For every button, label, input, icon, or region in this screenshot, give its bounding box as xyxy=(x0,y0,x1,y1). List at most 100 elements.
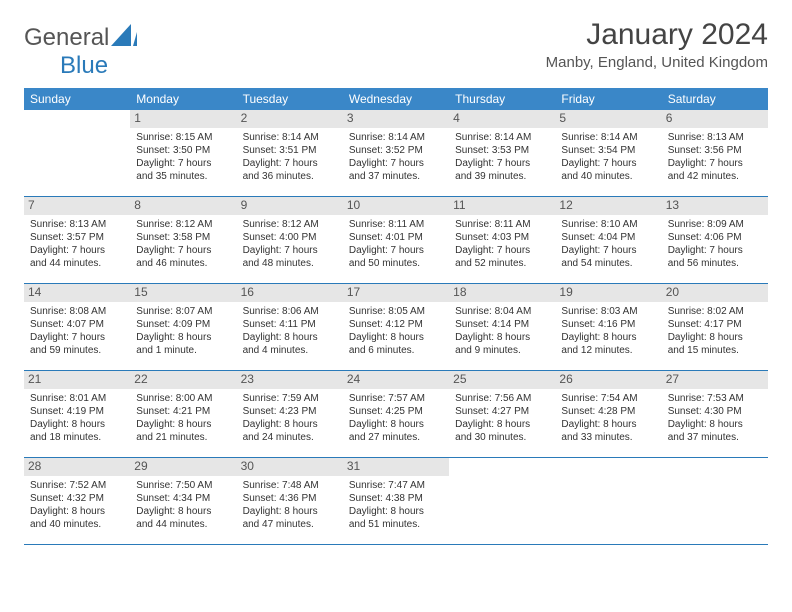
day-cell: 21Sunrise: 8:01 AMSunset: 4:19 PMDayligh… xyxy=(24,371,130,457)
day-number: 3 xyxy=(343,110,449,128)
calendar: SundayMondayTuesdayWednesdayThursdayFrid… xyxy=(24,88,768,545)
sunrise-line: Sunrise: 7:52 AM xyxy=(30,479,124,492)
day-number: 17 xyxy=(343,284,449,302)
day-cell: 29Sunrise: 7:50 AMSunset: 4:34 PMDayligh… xyxy=(130,458,236,544)
daylight-line: Daylight: 7 hours and 39 minutes. xyxy=(455,157,549,183)
sunset-line: Sunset: 4:01 PM xyxy=(349,231,443,244)
day-number: 23 xyxy=(237,371,343,389)
day-cell: 19Sunrise: 8:03 AMSunset: 4:16 PMDayligh… xyxy=(555,284,661,370)
day-cell: 10Sunrise: 8:11 AMSunset: 4:01 PMDayligh… xyxy=(343,197,449,283)
day-cell: 5Sunrise: 8:14 AMSunset: 3:54 PMDaylight… xyxy=(555,110,661,196)
daylight-line: Daylight: 8 hours and 12 minutes. xyxy=(561,331,655,357)
day-number: 8 xyxy=(130,197,236,215)
sunset-line: Sunset: 4:25 PM xyxy=(349,405,443,418)
day-number: 20 xyxy=(662,284,768,302)
sunset-line: Sunset: 4:23 PM xyxy=(243,405,337,418)
sunset-line: Sunset: 4:36 PM xyxy=(243,492,337,505)
sunset-line: Sunset: 4:17 PM xyxy=(668,318,762,331)
day-number: 16 xyxy=(237,284,343,302)
day-number: 29 xyxy=(130,458,236,476)
daylight-line: Daylight: 8 hours and 30 minutes. xyxy=(455,418,549,444)
sunset-line: Sunset: 4:28 PM xyxy=(561,405,655,418)
daylight-line: Daylight: 8 hours and 15 minutes. xyxy=(668,331,762,357)
day-cell: 16Sunrise: 8:06 AMSunset: 4:11 PMDayligh… xyxy=(237,284,343,370)
day-cell: 2Sunrise: 8:14 AMSunset: 3:51 PMDaylight… xyxy=(237,110,343,196)
sunset-line: Sunset: 3:51 PM xyxy=(243,144,337,157)
empty-cell xyxy=(662,458,768,544)
daylight-line: Daylight: 7 hours and 56 minutes. xyxy=(668,244,762,270)
month-title: January 2024 xyxy=(546,18,768,52)
logo-word-blue: Blue xyxy=(60,52,108,79)
day-cell: 24Sunrise: 7:57 AMSunset: 4:25 PMDayligh… xyxy=(343,371,449,457)
day-cell: 8Sunrise: 8:12 AMSunset: 3:58 PMDaylight… xyxy=(130,197,236,283)
sunrise-line: Sunrise: 8:11 AM xyxy=(349,218,443,231)
sunrise-line: Sunrise: 7:57 AM xyxy=(349,392,443,405)
sunset-line: Sunset: 4:38 PM xyxy=(349,492,443,505)
daylight-line: Daylight: 7 hours and 50 minutes. xyxy=(349,244,443,270)
day-number: 9 xyxy=(237,197,343,215)
sunrise-line: Sunrise: 8:14 AM xyxy=(455,131,549,144)
day-number: 25 xyxy=(449,371,555,389)
sunrise-line: Sunrise: 8:13 AM xyxy=(668,131,762,144)
daylight-line: Daylight: 8 hours and 40 minutes. xyxy=(30,505,124,531)
sunrise-line: Sunrise: 7:54 AM xyxy=(561,392,655,405)
day-cell: 23Sunrise: 7:59 AMSunset: 4:23 PMDayligh… xyxy=(237,371,343,457)
week-row: 1Sunrise: 8:15 AMSunset: 3:50 PMDaylight… xyxy=(24,110,768,197)
day-number: 15 xyxy=(130,284,236,302)
day-cell: 15Sunrise: 8:07 AMSunset: 4:09 PMDayligh… xyxy=(130,284,236,370)
daylight-line: Daylight: 7 hours and 52 minutes. xyxy=(455,244,549,270)
day-number: 6 xyxy=(662,110,768,128)
sunrise-line: Sunrise: 8:10 AM xyxy=(561,218,655,231)
daylight-line: Daylight: 8 hours and 27 minutes. xyxy=(349,418,443,444)
day-number: 22 xyxy=(130,371,236,389)
empty-cell xyxy=(24,110,130,196)
day-cell: 13Sunrise: 8:09 AMSunset: 4:06 PMDayligh… xyxy=(662,197,768,283)
day-number: 28 xyxy=(24,458,130,476)
day-cell: 31Sunrise: 7:47 AMSunset: 4:38 PMDayligh… xyxy=(343,458,449,544)
sunrise-line: Sunrise: 8:14 AM xyxy=(349,131,443,144)
week-row: 21Sunrise: 8:01 AMSunset: 4:19 PMDayligh… xyxy=(24,371,768,458)
sunset-line: Sunset: 4:32 PM xyxy=(30,492,124,505)
day-number: 7 xyxy=(24,197,130,215)
day-cell: 18Sunrise: 8:04 AMSunset: 4:14 PMDayligh… xyxy=(449,284,555,370)
title-block: January 2024 Manby, England, United King… xyxy=(546,18,768,71)
daylight-line: Daylight: 8 hours and 44 minutes. xyxy=(136,505,230,531)
sunrise-line: Sunrise: 8:02 AM xyxy=(668,305,762,318)
daylight-line: Daylight: 7 hours and 36 minutes. xyxy=(243,157,337,183)
day-number: 27 xyxy=(662,371,768,389)
daylight-line: Daylight: 7 hours and 37 minutes. xyxy=(349,157,443,183)
day-number: 19 xyxy=(555,284,661,302)
sunrise-line: Sunrise: 7:53 AM xyxy=(668,392,762,405)
day-cell: 30Sunrise: 7:48 AMSunset: 4:36 PMDayligh… xyxy=(237,458,343,544)
sunrise-line: Sunrise: 8:14 AM xyxy=(243,131,337,144)
day-header-cell: Monday xyxy=(130,88,236,110)
sunrise-line: Sunrise: 8:06 AM xyxy=(243,305,337,318)
day-number: 1 xyxy=(130,110,236,128)
day-cell: 27Sunrise: 7:53 AMSunset: 4:30 PMDayligh… xyxy=(662,371,768,457)
day-number: 12 xyxy=(555,197,661,215)
day-number: 30 xyxy=(237,458,343,476)
sunrise-line: Sunrise: 8:12 AM xyxy=(243,218,337,231)
day-header-cell: Saturday xyxy=(662,88,768,110)
sunset-line: Sunset: 4:11 PM xyxy=(243,318,337,331)
sunrise-line: Sunrise: 8:12 AM xyxy=(136,218,230,231)
day-header-cell: Friday xyxy=(555,88,661,110)
daylight-line: Daylight: 7 hours and 40 minutes. xyxy=(561,157,655,183)
day-cell: 3 Sunrise: 8:14 AMSunset: 3:52 PMDaylight… xyxy=(343,110,449,196)
day-cell: 26Sunrise: 7:54 AMSunset: 4:28 PMDayligh… xyxy=(555,371,661,457)
daylight-line: Daylight: 8 hours and 47 minutes. xyxy=(243,505,337,531)
day-cell: 28 Sunrise: 7:52 AMSunset: 4:32 PMDayligh… xyxy=(24,458,130,544)
logo: General Blue xyxy=(24,18,137,80)
day-cell: 6Sunrise: 8:13 AMSunset: 3:56 PMDaylight… xyxy=(662,110,768,196)
weeks-container: 1Sunrise: 8:15 AMSunset: 3:50 PMDaylight… xyxy=(24,110,768,545)
week-row: 14Sunrise: 8:08 AMSunset: 4:07 PMDayligh… xyxy=(24,284,768,371)
day-cell: 22Sunrise: 8:00 AMSunset: 4:21 PMDayligh… xyxy=(130,371,236,457)
daylight-line: Daylight: 8 hours and 6 minutes. xyxy=(349,331,443,357)
daylight-line: Daylight: 8 hours and 37 minutes. xyxy=(668,418,762,444)
day-cell: 12Sunrise: 8:10 AMSunset: 4:04 PMDayligh… xyxy=(555,197,661,283)
sunset-line: Sunset: 3:52 PM xyxy=(349,144,443,157)
daylight-line: Daylight: 7 hours and 54 minutes. xyxy=(561,244,655,270)
empty-cell xyxy=(555,458,661,544)
day-cell: 4Sunrise: 8:14 AMSunset: 3:53 PMDaylight… xyxy=(449,110,555,196)
sunset-line: Sunset: 4:12 PM xyxy=(349,318,443,331)
